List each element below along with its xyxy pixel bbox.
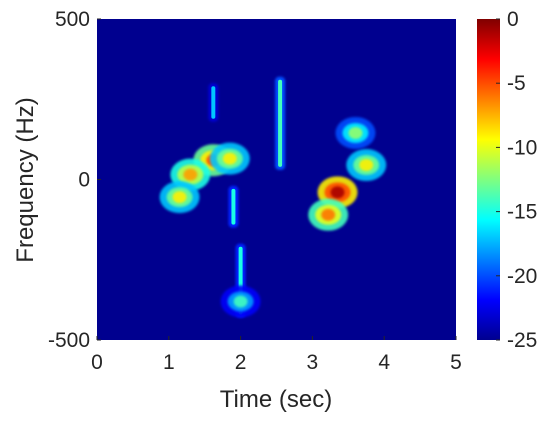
x-tick-label: 3 (307, 351, 319, 374)
y-tick-label: -500 (48, 329, 90, 352)
energy-streak (231, 188, 236, 225)
energy-blob (359, 159, 374, 172)
colorbar-tick-label: -15 (507, 201, 537, 224)
energy-blob (330, 186, 345, 199)
x-axis-ticks: 0 1 2 3 4 5 (91, 336, 462, 374)
x-tick-label: 1 (163, 351, 175, 374)
energy-blob (183, 168, 198, 181)
colorbar-tick-label: 0 (507, 8, 519, 31)
spectrogram-energy (159, 76, 387, 318)
y-tick-label: 0 (78, 169, 90, 192)
colorbar-ticks: 0 -5 -10 -15 -20 -25 (496, 8, 537, 352)
energy-streak (278, 79, 283, 167)
x-tick-label: 4 (378, 351, 390, 374)
energy-blob (222, 152, 237, 165)
energy-blob (348, 126, 363, 139)
colorbar-tick-label: -5 (507, 72, 526, 95)
x-tick-label: 0 (91, 351, 103, 374)
energy-streak (211, 86, 216, 119)
colorbar-tick-label: -25 (507, 329, 537, 352)
energy-blob (321, 208, 336, 221)
colorbar-tick-label: -20 (507, 265, 537, 288)
plot-background (97, 19, 456, 340)
energy-blob (172, 191, 187, 204)
energy-blob (233, 295, 248, 308)
colorbar (477, 19, 500, 340)
colorbar-tick-label: -10 (507, 136, 537, 159)
y-tick-label: 500 (55, 8, 90, 31)
x-axis-label: Time (sec) (220, 386, 332, 413)
y-axis-ticks: 500 0 -500 (48, 8, 101, 352)
x-tick-label: 5 (450, 351, 462, 374)
x-tick-label: 2 (235, 351, 247, 374)
y-axis-label: Frequency (Hz) (12, 97, 39, 262)
